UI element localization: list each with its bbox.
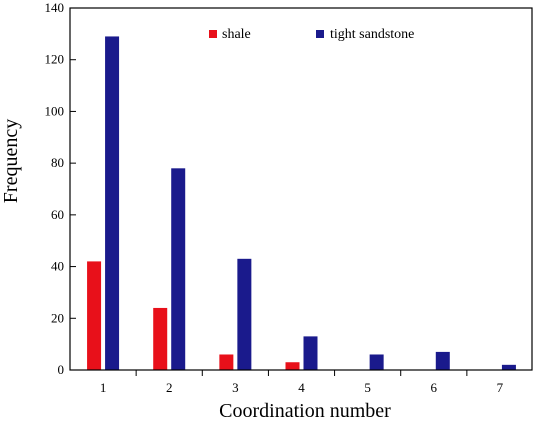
x-tick-label-7: 7 xyxy=(497,380,504,395)
axes-layer xyxy=(69,7,533,371)
y-tick-label-140: 140 xyxy=(45,0,65,15)
legend-label-shale: shale xyxy=(222,27,251,42)
bar-shale-3 xyxy=(219,354,234,370)
y-tick-label-120: 120 xyxy=(45,52,65,67)
y-tick-label-0: 0 xyxy=(58,362,65,377)
bar-tight-sandstone-4 xyxy=(303,336,318,370)
legend-label-tight-sandstone: tight sandstone xyxy=(330,27,414,42)
x-tick-label-1: 1 xyxy=(100,380,107,395)
y-axis-title: Frequency xyxy=(0,119,22,203)
x-tick-label-5: 5 xyxy=(364,380,371,395)
ticks-layer: 0 20 40 60 80 100 120 140 1 2 3 4 5 6 7 xyxy=(45,0,504,395)
x-tick-label-2: 2 xyxy=(166,380,173,395)
x-tick-label-6: 6 xyxy=(431,380,438,395)
x-tick-label-3: 3 xyxy=(232,380,239,395)
legend-swatch-tight-sandstone xyxy=(316,30,324,38)
y-tick-label-20: 20 xyxy=(51,310,64,325)
bar-shale-4 xyxy=(285,362,300,370)
bar-tight-sandstone-1 xyxy=(105,36,120,370)
bar-tight-sandstone-2 xyxy=(171,168,186,370)
bar-tight-sandstone-7 xyxy=(501,364,516,370)
bars-layer xyxy=(87,36,516,370)
legend: shale tight sandstone xyxy=(209,27,414,42)
y-tick-label-100: 100 xyxy=(45,103,65,118)
x-axis-title: Coordination number xyxy=(219,400,391,422)
bar-tight-sandstone-6 xyxy=(435,351,450,370)
bar-tight-sandstone-3 xyxy=(237,258,252,370)
legend-swatch-shale xyxy=(209,30,217,38)
x-tick-label-4: 4 xyxy=(298,380,305,395)
bar-tight-sandstone-5 xyxy=(369,354,384,370)
y-tick-label-60: 60 xyxy=(51,207,64,222)
bar-shale-1 xyxy=(87,261,102,370)
plot-frame xyxy=(69,7,533,371)
y-tick-label-40: 40 xyxy=(51,259,64,274)
y-tick-label-80: 80 xyxy=(51,155,64,170)
bar-shale-2 xyxy=(153,307,168,370)
